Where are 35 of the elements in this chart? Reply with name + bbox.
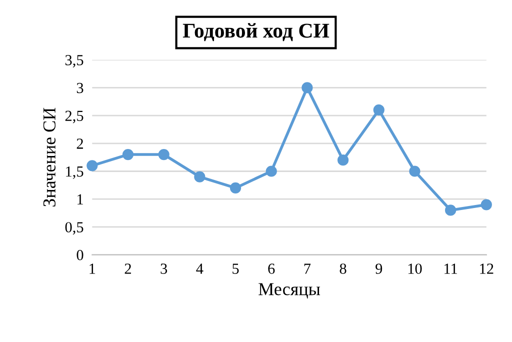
chart-title: Годовой ход СИ [182, 23, 330, 42]
point [373, 104, 384, 116]
point [266, 166, 277, 177]
y-tick-label: 1,5 [66, 166, 84, 179]
y-tick-label: 3 [76, 82, 84, 94]
point [337, 154, 349, 166]
point [230, 182, 242, 194]
x-tick-label: 4 [196, 264, 204, 274]
point [194, 171, 206, 182]
x-tick-label: 1 [90, 264, 96, 274]
x-tick-label: 2 [124, 264, 131, 274]
x-tick-label: 3 [160, 264, 168, 274]
point [480, 199, 492, 210]
x-tick-label: 10 [408, 264, 422, 274]
point [122, 148, 134, 160]
x-tick-label: 7 [304, 264, 311, 274]
y-axis-title: Значение СИ [43, 108, 56, 206]
point [445, 204, 456, 216]
point [409, 166, 420, 177]
y-tick-label: 3,5 [65, 55, 84, 68]
point [302, 82, 313, 94]
y-tick-label: 0,5 [65, 222, 84, 235]
y-tick-label: 0 [76, 250, 84, 260]
x-tick-label: 8 [340, 264, 346, 274]
x-tick-label: 11 [444, 264, 457, 274]
x-tick-label: 5 [232, 264, 239, 274]
y-tick-label: 2 [76, 138, 83, 149]
x-tick-label: 9 [376, 264, 382, 274]
y-tick-label: 1 [78, 194, 83, 204]
x-tick-label: 6 [268, 264, 275, 274]
point [86, 160, 98, 172]
x-tick-label: 12 [480, 264, 494, 274]
x-axis-title: Месяцы [258, 283, 320, 299]
point [158, 148, 170, 160]
y-tick-label: 2,5 [65, 110, 84, 124]
